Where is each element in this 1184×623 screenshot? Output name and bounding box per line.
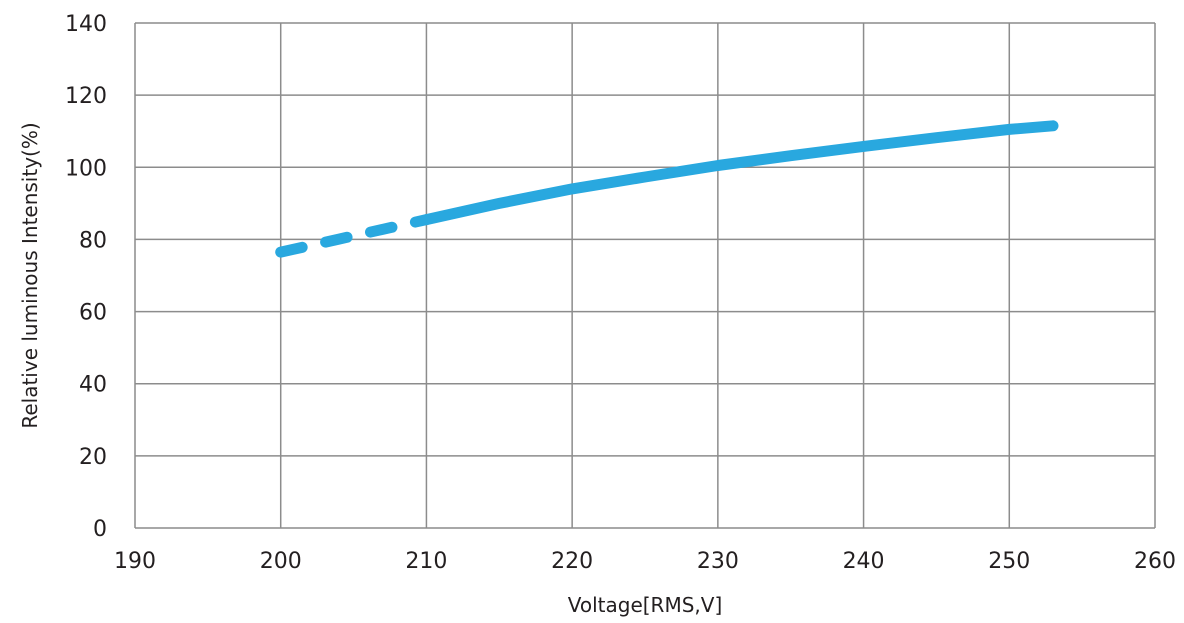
grid [134, 22, 1156, 529]
x-axis-title: Voltage[RMS,V] [568, 593, 723, 617]
series-line-solid-segment [420, 120, 1059, 226]
x-tick-label: 200 [260, 549, 302, 574]
y-tick-label: 80 [79, 228, 107, 253]
y-axis-title: Relative luminous Intensity(%) [18, 122, 42, 428]
x-tick-label: 230 [697, 549, 739, 574]
y-tick-label: 140 [65, 12, 107, 37]
x-tick-label: 220 [551, 549, 593, 574]
y-tick-label: 120 [65, 84, 107, 109]
y-tick-label: 0 [93, 517, 107, 542]
x-tick-label: 250 [988, 549, 1030, 574]
y-tick-label: 100 [65, 156, 107, 181]
tick-labels: 190 200 210 220 230 240 250 260 0 20 40 60 80 100 120 1… [65, 12, 1176, 574]
x-tick-label: 190 [114, 549, 156, 574]
y-tick-label: 20 [79, 445, 107, 470]
y-tick-label: 40 [79, 373, 107, 398]
x-tick-label: 260 [1134, 549, 1176, 574]
series-line-dashed-segment [275, 214, 432, 258]
x-tick-label: 240 [843, 549, 885, 574]
x-tick-label: 210 [405, 549, 447, 574]
y-tick-label: 60 [79, 301, 107, 326]
series [275, 120, 1059, 258]
